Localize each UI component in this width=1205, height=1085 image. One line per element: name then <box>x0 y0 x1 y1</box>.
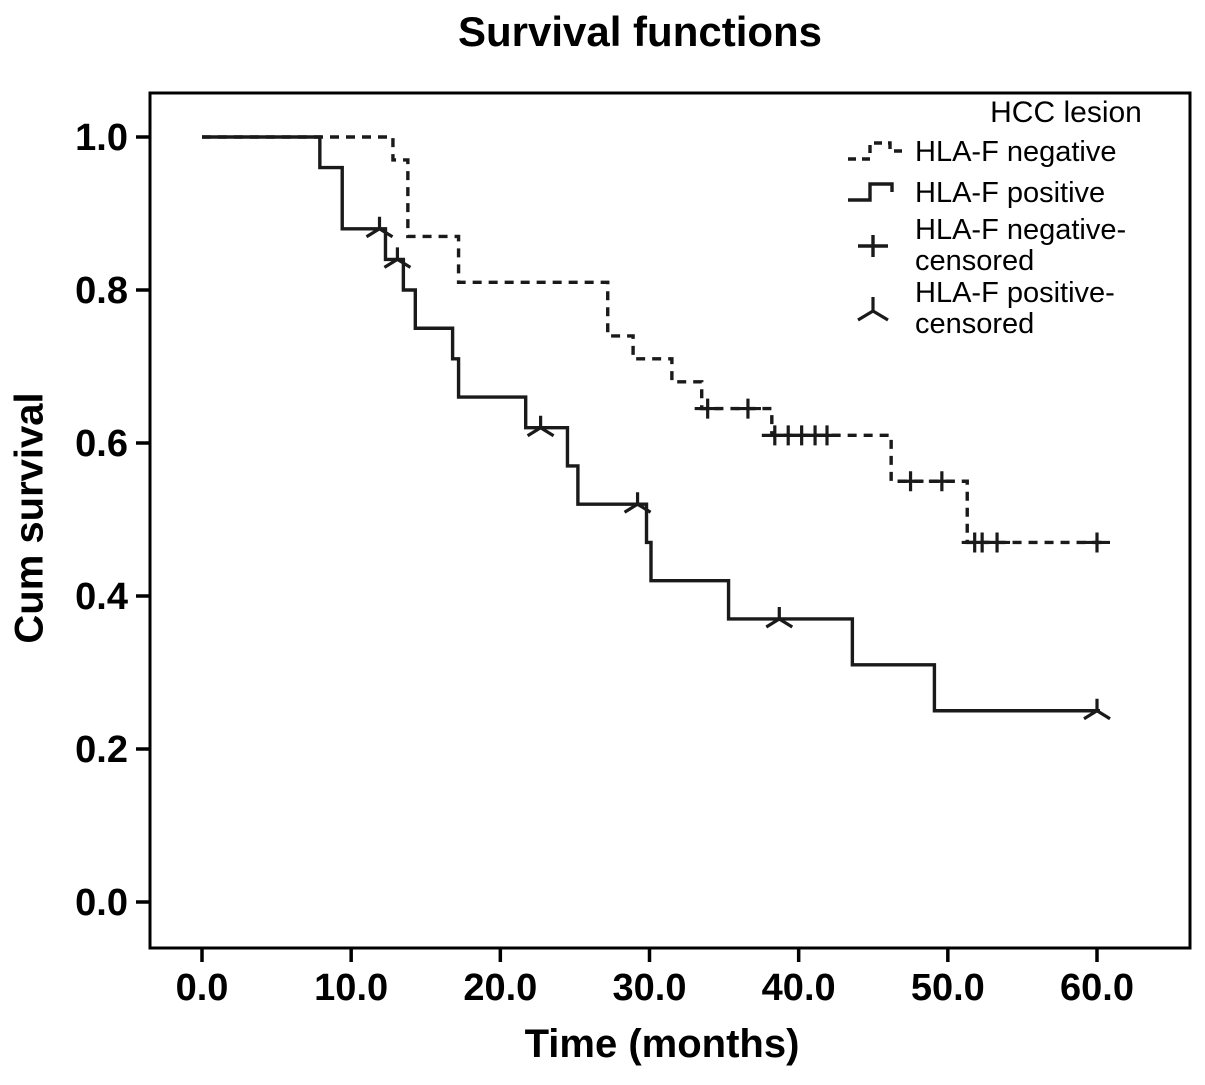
plot-frame <box>148 91 1192 950</box>
y-tick-label: 0.4 <box>75 576 128 618</box>
y-tick-label: 1.0 <box>75 117 128 159</box>
y-tick-label: 0.6 <box>75 423 128 465</box>
tri-censor-marker <box>383 247 412 269</box>
plus-censor-marker <box>814 425 841 446</box>
plus-censor-marker <box>734 398 761 419</box>
plus-censor-marker <box>897 471 924 492</box>
series-hla-f-negative <box>202 135 1102 545</box>
tri-censor-marker <box>765 606 794 629</box>
x-tick-label: 50.0 <box>911 967 985 1009</box>
x-tick-label: 0.0 <box>176 967 229 1009</box>
tri-censor-marker <box>623 492 652 514</box>
x-axis-title: Time (months) <box>524 1022 800 1066</box>
chart-title: Survival functions <box>457 8 823 55</box>
legend-label: HLA-F positive- censored <box>915 277 1115 341</box>
legend-label: HLA-F negative <box>915 136 1117 169</box>
tri-censor-marker <box>365 216 394 239</box>
legend-entry-hlaf-negative-censored: HLA-F negative- censored <box>846 214 1202 278</box>
y-tick-label: 0.2 <box>75 729 128 771</box>
x-tick-label: 30.0 <box>613 967 687 1009</box>
y-tick-label: 0.0 <box>75 882 128 924</box>
x-tick-label: 40.0 <box>762 967 836 1009</box>
legend-entry-hlaf-negative: HLA-F negative <box>846 133 1202 173</box>
solid-step-line-icon <box>848 182 894 202</box>
tri-marker-icon <box>857 297 889 322</box>
legend: HCC lesion HLA-F negative HLA-F positive… <box>846 96 1202 341</box>
legend-entry-hlaf-positive-censored: HLA-F positive- censored <box>846 278 1202 340</box>
plus-censor-marker <box>694 398 721 419</box>
legend-title: HCC lesion <box>990 96 1142 129</box>
plus-censor-marker <box>984 532 1011 553</box>
legend-label: HLA-F positive <box>915 177 1106 210</box>
plus-censor-marker <box>928 471 955 492</box>
x-tick-label: 10.0 <box>314 967 388 1009</box>
tri-censor-marker <box>526 415 555 438</box>
dashed-step-line-icon <box>848 141 908 161</box>
legend-label: HLA-F negative- censored <box>915 214 1127 278</box>
x-tick-label: 60.0 <box>1060 967 1134 1009</box>
y-tick-label: 0.8 <box>75 270 128 312</box>
legend-entry-hlaf-positive: HLA-F positive <box>846 174 1202 214</box>
plus-censor-marker <box>1084 532 1110 553</box>
plus-marker-icon <box>858 235 888 258</box>
tri-censor-marker <box>1083 698 1111 721</box>
x-tick-label: 20.0 <box>463 967 537 1009</box>
